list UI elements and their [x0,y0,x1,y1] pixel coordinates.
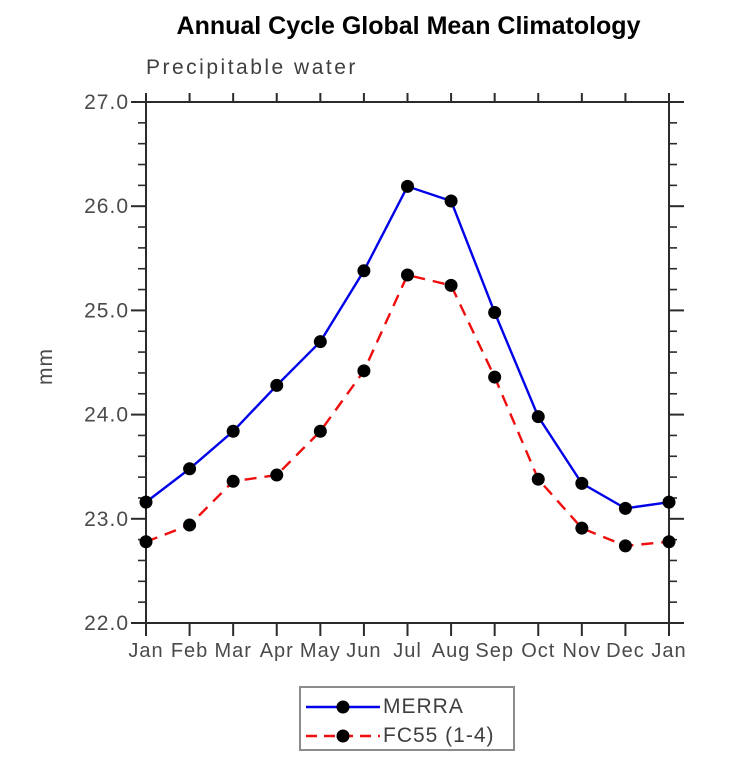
x-axis-tick-label: Jan [128,640,163,662]
data-point-fc55-jun [357,364,371,378]
chart-subtitle: Precipitable water [146,56,358,79]
data-point-fc55-may [313,424,327,438]
data-point-fc55-sep [488,370,502,384]
data-point-merra-dec [618,501,632,515]
x-axis-tick-label: Jul [393,640,422,662]
data-point-fc55-nov [575,521,589,535]
x-axis-tick-label: Aug [432,640,471,662]
data-point-merra-aug [444,194,458,208]
x-axis-tick-label: Dec [606,640,645,662]
legend-label-merra: MERRA [383,694,464,718]
data-point-merra-apr [270,378,284,392]
data-point-merra-feb [183,462,197,476]
data-point-merra-oct [531,410,545,424]
data-point-merra-jun [357,264,371,278]
x-axis-tick-label: Nov [563,640,602,662]
data-point-fc55-jan [662,535,676,549]
y-axis-title: mm [34,348,57,385]
legend: MERRA FC55 (1-4) [299,686,515,751]
data-point-merra-jul [401,179,414,193]
data-point-merra-may [313,335,327,349]
x-axis-tick-label: Oct [521,640,555,662]
data-point-merra-nov [575,476,589,490]
y-axis-tick-label: 27.0 [84,91,129,114]
data-point-fc55-aug [444,278,458,292]
x-axis-tick-label: Sep [475,640,514,662]
x-axis-tick-label: Jan [651,640,686,662]
legend-marker [336,729,350,742]
data-point-fc55-dec [618,539,632,553]
y-axis-tick-label: 25.0 [84,299,129,322]
data-point-fc55-oct [531,472,545,486]
x-axis-tick-label: Mar [214,640,251,662]
y-axis-tick-label: 23.0 [84,508,129,531]
data-point-fc55-feb [183,518,197,532]
x-axis-tick-label: May [300,640,341,662]
data-point-merra-jan [139,495,153,509]
x-axis-tick-label: Apr [260,640,294,662]
chart-title: Annual Cycle Global Mean Climatology [176,12,641,40]
legend-line-sample-fc55 [306,729,380,742]
legend-row-merra: MERRA [303,692,513,721]
x-axis-tick-label: Feb [171,640,208,662]
data-point-fc55-jul [401,268,414,282]
data-point-merra-jan [662,495,676,509]
x-axis-tick-label: Jun [346,640,381,662]
legend-line-sample-merra [306,700,380,713]
y-axis-tick-label: 24.0 [84,404,129,427]
y-axis-tick-label: 26.0 [84,195,129,218]
series-line-merra [145,184,670,510]
y-axis-tick-label: 22.0 [84,612,129,635]
data-point-fc55-mar [226,474,240,488]
legend-row-fc55: FC55 (1-4) [303,721,513,750]
data-point-fc55-jan [139,535,153,549]
legend-label-fc55: FC55 (1-4) [383,723,495,747]
legend-marker [336,700,350,713]
data-point-fc55-apr [270,468,284,482]
series-line-fc55 [145,273,670,548]
data-point-merra-mar [226,424,240,438]
data-point-merra-sep [488,305,502,319]
